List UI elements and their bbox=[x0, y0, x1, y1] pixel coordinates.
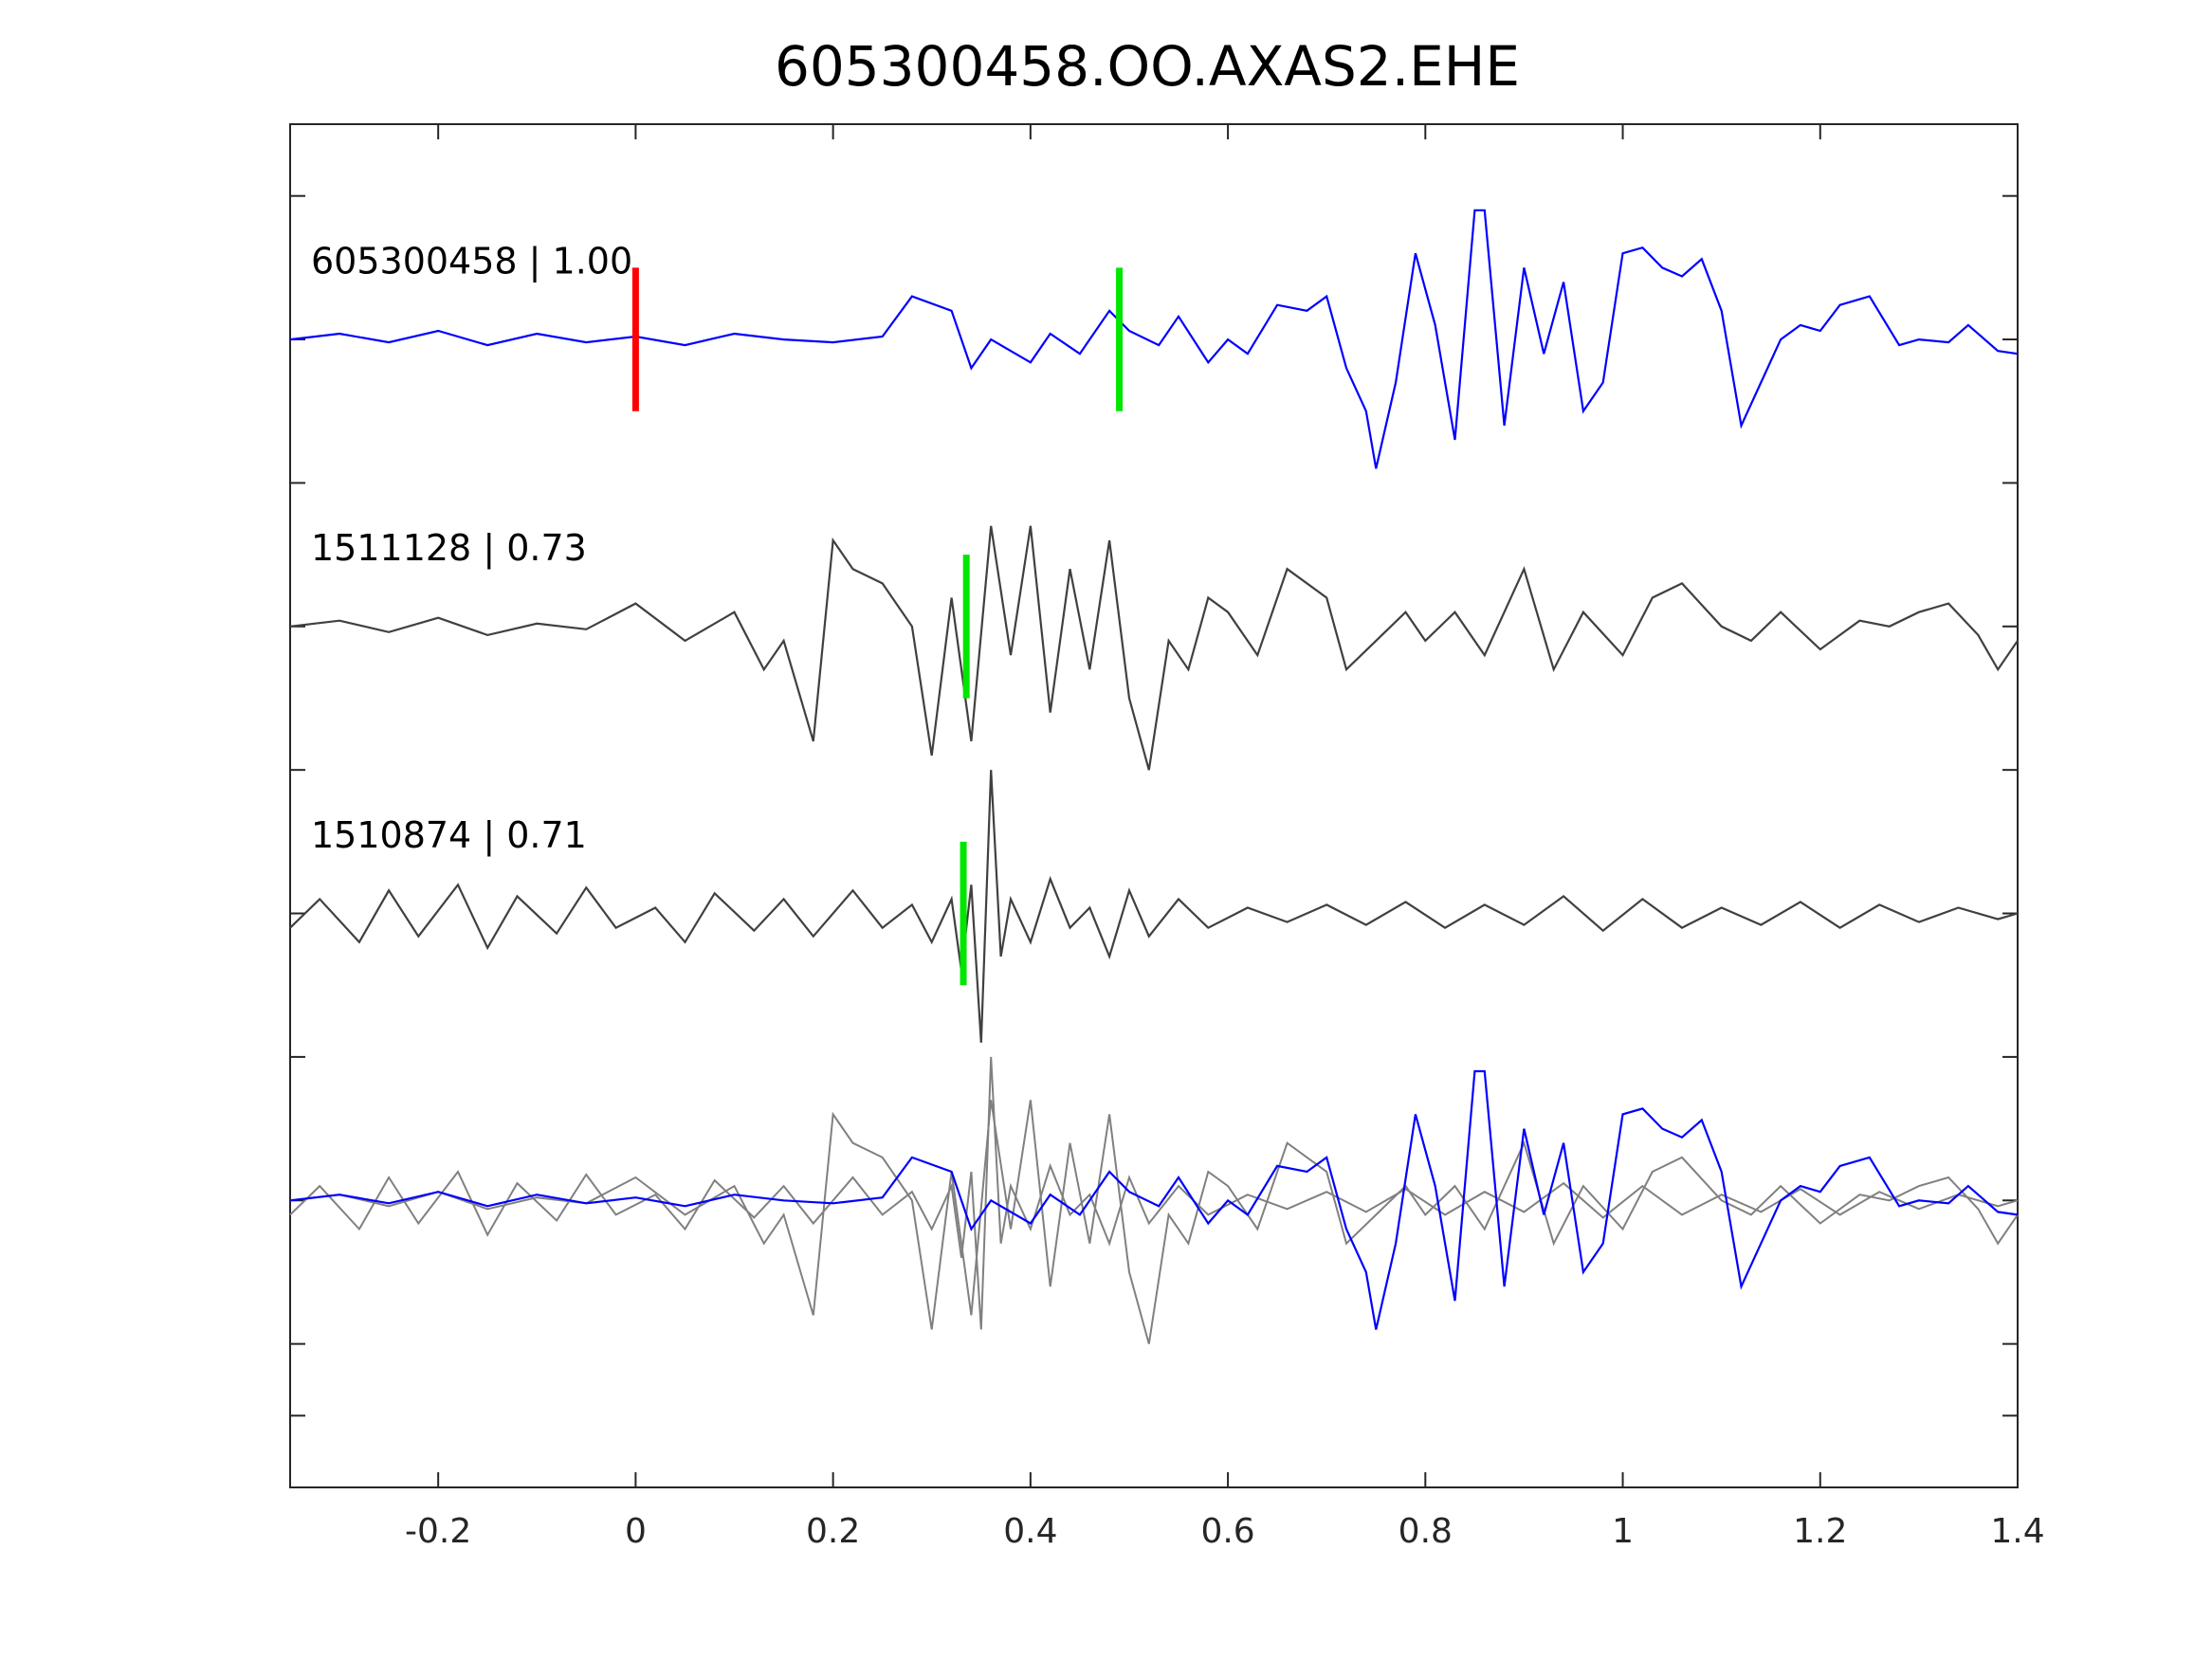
x-tick-label: 0.2 bbox=[806, 1512, 860, 1551]
x-tick-label: 1 bbox=[1612, 1512, 1634, 1551]
trace-layer bbox=[289, 209, 2019, 1344]
trace-neighbor bbox=[289, 525, 2019, 771]
chart-title: 605300458.OO.AXAS2.EHE bbox=[775, 34, 1520, 99]
x-tick-label: 0.8 bbox=[1398, 1512, 1453, 1551]
plot-area bbox=[289, 123, 2019, 1488]
trace-reference bbox=[289, 209, 2019, 469]
overlay-trace-neighbor bbox=[289, 1056, 2019, 1330]
x-tick-label: -0.2 bbox=[405, 1512, 471, 1551]
x-tick-label: 0.4 bbox=[1003, 1512, 1057, 1551]
x-tick-label: 0.6 bbox=[1200, 1512, 1254, 1551]
x-tick-label: 1.2 bbox=[1793, 1512, 1847, 1551]
trace-neighbor bbox=[289, 770, 2019, 1043]
trace-label: 1511128 | 0.73 bbox=[311, 527, 587, 570]
x-tick-label: 0 bbox=[625, 1512, 647, 1551]
pick-markers bbox=[631, 267, 1124, 986]
trace-label: 605300458 | 1.00 bbox=[311, 240, 632, 283]
overlay-trace-reference bbox=[289, 1069, 2019, 1330]
trace-label: 1510874 | 0.71 bbox=[311, 814, 587, 857]
trace-labels: 605300458 | 1.00 1511128 | 0.73 1510874 | … bbox=[311, 240, 632, 856]
x-axis-ticks: -0.2 0 0.2 0.4 0.6 0.8 1 1.2 1.4 bbox=[405, 124, 2045, 1551]
x-tick-label: 1.4 bbox=[1990, 1512, 2044, 1551]
overlay-trace-neighbor bbox=[289, 1100, 2019, 1344]
